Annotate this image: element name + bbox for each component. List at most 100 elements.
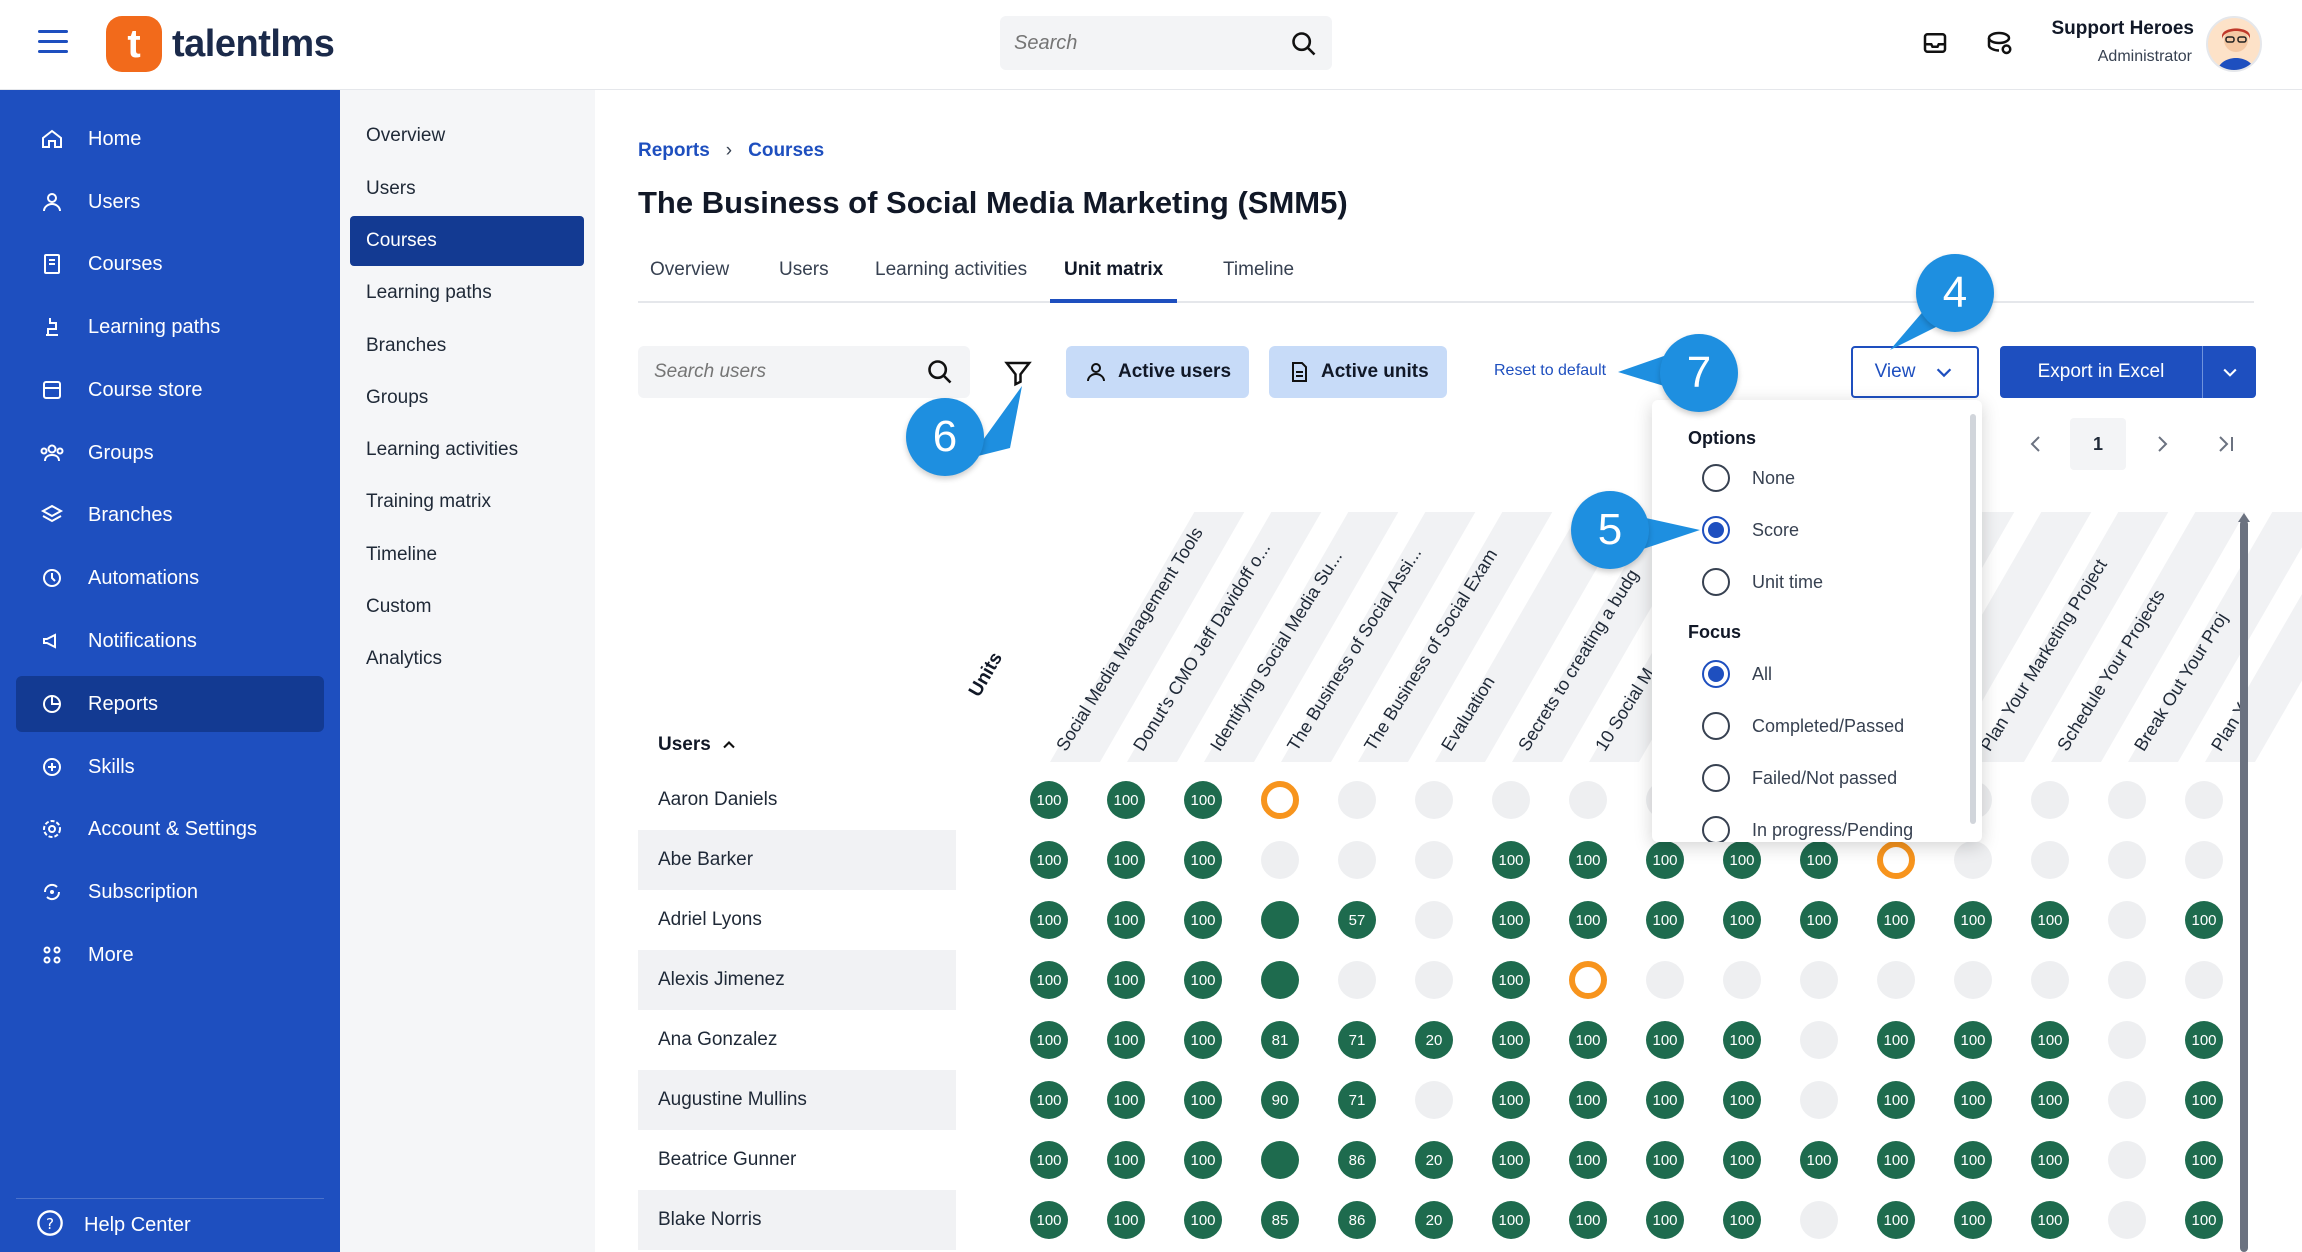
logo[interactable]: t talentlms bbox=[106, 14, 335, 74]
unit-cell-not-started[interactable] bbox=[1800, 1201, 1838, 1239]
unit-cell-completed[interactable]: 90 bbox=[1261, 1081, 1299, 1119]
reset-to-default-link[interactable]: Reset to default bbox=[1494, 362, 1607, 379]
search-icon[interactable] bbox=[1290, 30, 1318, 58]
radio-none[interactable] bbox=[1702, 464, 1730, 492]
unit-cell-in-progress[interactable] bbox=[1261, 781, 1299, 819]
subnav-item-custom[interactable]: Custom bbox=[366, 596, 432, 617]
filter-icon[interactable] bbox=[1003, 358, 1033, 388]
global-search-input[interactable] bbox=[1014, 28, 1274, 58]
unit-cell-completed[interactable]: 100 bbox=[1492, 1021, 1530, 1059]
subnav-item-learning-paths[interactable]: Learning paths bbox=[366, 282, 492, 303]
tab-unit-matrix[interactable]: Unit matrix bbox=[1050, 259, 1178, 303]
sidebar-item-users[interactable]: Users bbox=[16, 174, 324, 230]
unit-cell-not-started[interactable] bbox=[2031, 841, 2069, 879]
breadcrumb-courses[interactable]: Courses bbox=[748, 140, 825, 161]
unit-cell-completed[interactable]: 100 bbox=[1723, 1141, 1761, 1179]
unit-cell-not-started[interactable] bbox=[2108, 1201, 2146, 1239]
unit-cell-completed[interactable]: 100 bbox=[1877, 1141, 1915, 1179]
unit-cell-completed[interactable]: 100 bbox=[1569, 841, 1607, 879]
active-users-button[interactable]: Active users bbox=[1066, 346, 1250, 398]
unit-cell-not-started[interactable] bbox=[1800, 961, 1838, 999]
sidebar-item-course-store[interactable]: Course store bbox=[16, 362, 324, 418]
unit-cell-completed[interactable]: 100 bbox=[1954, 1201, 1992, 1239]
next-page-icon[interactable] bbox=[2150, 432, 2174, 456]
unit-cell-not-started[interactable] bbox=[2108, 841, 2146, 879]
option-none[interactable]: None bbox=[1702, 460, 1795, 496]
unit-cell-completed[interactable]: 100 bbox=[1030, 841, 1068, 879]
unit-cell-not-started[interactable] bbox=[1800, 1081, 1838, 1119]
unit-cell-not-started[interactable] bbox=[1415, 901, 1453, 939]
unit-cell-completed[interactable]: 86 bbox=[1338, 1201, 1376, 1239]
subnav-item-branches[interactable]: Branches bbox=[366, 335, 447, 356]
unit-cell-not-started[interactable] bbox=[1877, 961, 1915, 999]
active-units-button[interactable]: Active units bbox=[1269, 346, 1447, 398]
sidebar-item-account-settings[interactable]: Account & Settings bbox=[16, 801, 324, 857]
unit-cell-completed[interactable]: 100 bbox=[1646, 1081, 1684, 1119]
unit-cell-in-progress[interactable] bbox=[1877, 841, 1915, 879]
focus-in-progress[interactable]: In progress/Pending bbox=[1702, 812, 1913, 842]
unit-cell-in-progress[interactable] bbox=[1569, 961, 1607, 999]
unit-cell-not-started[interactable] bbox=[2108, 1141, 2146, 1179]
unit-cell-completed[interactable]: 100 bbox=[2031, 1201, 2069, 1239]
user-row-name[interactable]: Augustine Mullins bbox=[638, 1070, 956, 1130]
export-excel-button[interactable]: Export in Excel bbox=[2000, 346, 2256, 398]
unit-cell-completed[interactable]: 100 bbox=[2031, 901, 2069, 939]
unit-cell-completed[interactable]: 100 bbox=[1723, 841, 1761, 879]
radio-completed[interactable] bbox=[1702, 712, 1730, 740]
hamburger-menu-icon[interactable] bbox=[38, 30, 68, 56]
unit-cell-completed[interactable]: 100 bbox=[1030, 781, 1068, 819]
unit-cell-completed[interactable]: 100 bbox=[1569, 1201, 1607, 1239]
user-row-name[interactable]: Ana Gonzalez bbox=[658, 1029, 778, 1050]
breadcrumb-reports[interactable]: Reports bbox=[638, 140, 710, 161]
unit-cell-completed[interactable]: 100 bbox=[1569, 901, 1607, 939]
subnav-item-learning-activities[interactable]: Learning activities bbox=[366, 439, 519, 460]
unit-cell-not-started[interactable] bbox=[1338, 841, 1376, 879]
unit-cell-completed[interactable]: 100 bbox=[1107, 1021, 1145, 1059]
option-unit-time[interactable]: Unit time bbox=[1702, 564, 1823, 600]
unit-cell-not-started[interactable] bbox=[2108, 901, 2146, 939]
unit-cell-completed[interactable]: 71 bbox=[1338, 1081, 1376, 1119]
user-row-name[interactable]: Abe Barker bbox=[638, 830, 956, 890]
unit-cell-completed[interactable]: 100 bbox=[1954, 1021, 1992, 1059]
unit-cell-completed[interactable]: 100 bbox=[1184, 1021, 1222, 1059]
unit-cell-completed[interactable]: 100 bbox=[2031, 1141, 2069, 1179]
unit-cell-not-started[interactable] bbox=[1954, 841, 1992, 879]
unit-cell-not-started[interactable] bbox=[1261, 841, 1299, 879]
sidebar-item-reports[interactable]: Reports bbox=[16, 676, 324, 732]
unit-cell-not-started[interactable] bbox=[1954, 961, 1992, 999]
unit-cell-completed[interactable]: 85 bbox=[1261, 1201, 1299, 1239]
unit-cell-completed[interactable] bbox=[1261, 901, 1299, 939]
sidebar-item-branches[interactable]: Branches bbox=[16, 487, 324, 543]
unit-cell-not-started[interactable] bbox=[2185, 781, 2223, 819]
unit-cell-completed[interactable]: 100 bbox=[1646, 1201, 1684, 1239]
unit-cell-completed[interactable]: 20 bbox=[1415, 1021, 1453, 1059]
focus-completed[interactable]: Completed/Passed bbox=[1702, 708, 1904, 744]
radio-unit-time[interactable] bbox=[1702, 568, 1730, 596]
sidebar-item-notifications[interactable]: Notifications bbox=[16, 613, 324, 669]
option-score[interactable]: Score bbox=[1702, 512, 1799, 548]
unit-cell-completed[interactable]: 81 bbox=[1261, 1021, 1299, 1059]
unit-cell-completed[interactable]: 100 bbox=[1877, 901, 1915, 939]
subnav-item-users[interactable]: Users bbox=[366, 178, 416, 199]
unit-cell-completed[interactable]: 100 bbox=[1184, 841, 1222, 879]
user-name[interactable]: Support Heroes bbox=[2051, 18, 2194, 39]
tab-learning-activities[interactable]: Learning activities bbox=[875, 259, 1028, 280]
page-number[interactable]: 1 bbox=[2070, 418, 2126, 470]
unit-cell-completed[interactable]: 100 bbox=[1800, 901, 1838, 939]
unit-cell-not-started[interactable] bbox=[1800, 1021, 1838, 1059]
sidebar-item-learning-paths[interactable]: Learning paths bbox=[16, 299, 324, 355]
subnav-item-training-matrix[interactable]: Training matrix bbox=[366, 491, 491, 512]
users-column-header[interactable]: Users bbox=[658, 734, 739, 756]
unit-cell-completed[interactable] bbox=[1261, 1141, 1299, 1179]
search-users-input[interactable] bbox=[654, 358, 904, 386]
scroll-up-icon[interactable] bbox=[2236, 510, 2252, 524]
unit-cell-not-started[interactable] bbox=[2108, 961, 2146, 999]
unit-cell-completed[interactable]: 20 bbox=[1415, 1201, 1453, 1239]
view-button[interactable]: View bbox=[1851, 346, 1979, 398]
unit-cell-completed[interactable]: 100 bbox=[1492, 1201, 1530, 1239]
user-row-name[interactable]: Alexis Jimenez bbox=[638, 950, 956, 1010]
unit-cell-not-started[interactable] bbox=[1338, 961, 1376, 999]
unit-cell-not-started[interactable] bbox=[2185, 841, 2223, 879]
unit-cell-completed[interactable]: 100 bbox=[1800, 841, 1838, 879]
unit-cell-completed[interactable]: 100 bbox=[1107, 961, 1145, 999]
